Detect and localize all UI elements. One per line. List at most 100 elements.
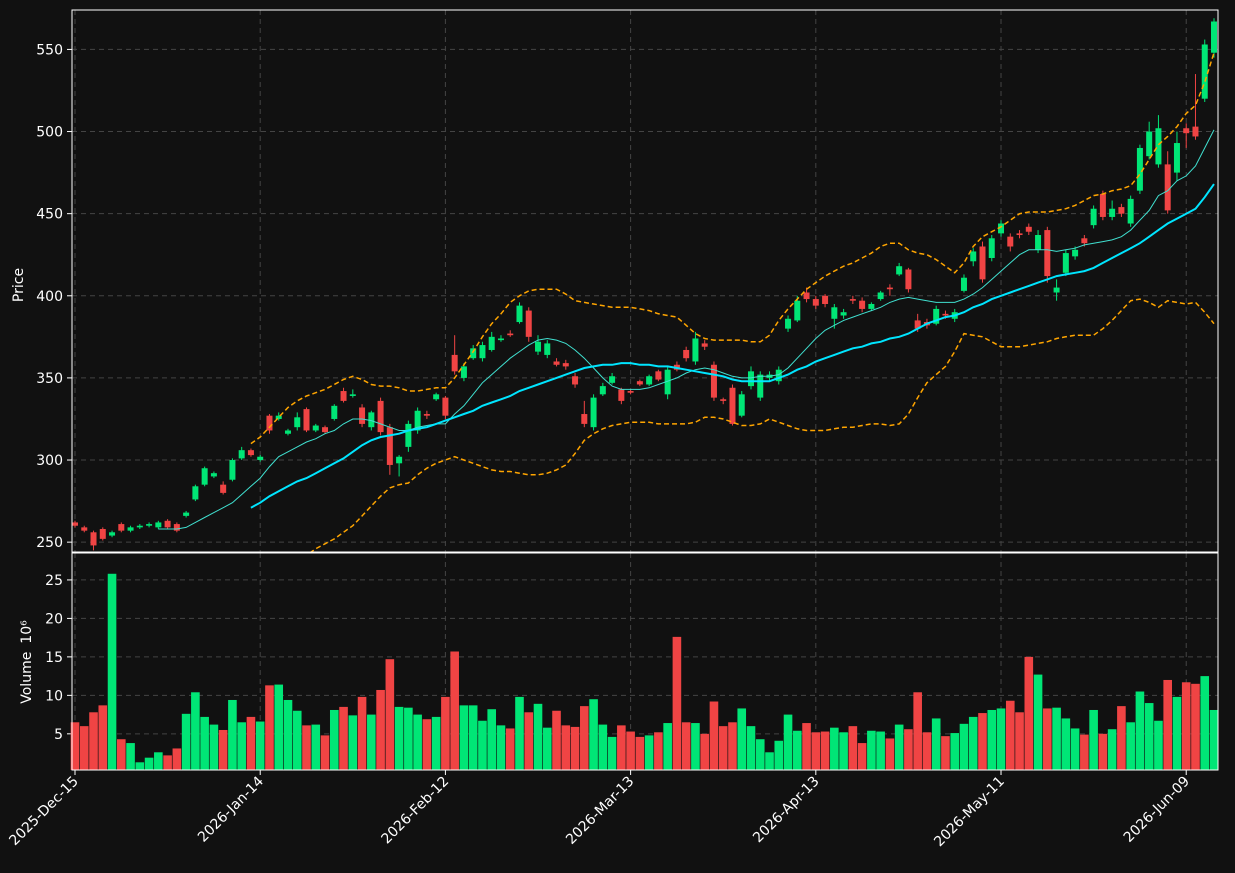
volume-bar: [302, 725, 311, 770]
candle-body: [914, 320, 921, 329]
volume-bar: [746, 726, 756, 770]
volume-bar: [376, 689, 385, 770]
candle-body: [1211, 21, 1217, 53]
indicator-line: [250, 52, 1215, 445]
volume-bar: [329, 709, 339, 770]
candle-body: [220, 484, 227, 493]
candle-body: [247, 450, 254, 456]
candle-body: [1090, 208, 1097, 226]
candle-body: [423, 414, 430, 416]
candle-body: [1099, 193, 1106, 217]
candle-body: [275, 415, 282, 419]
volume-bar: [867, 730, 876, 770]
volume-bar: [450, 651, 459, 770]
volume-bar: [913, 692, 922, 770]
candle-body: [1081, 238, 1088, 244]
candle-body: [1136, 147, 1143, 191]
candle-body: [201, 468, 208, 485]
candle-body: [331, 405, 338, 419]
candle-body: [1155, 128, 1162, 165]
volume-bar: [1107, 729, 1117, 770]
volume-bar: [996, 708, 1006, 770]
volume-bar: [811, 732, 821, 770]
candle-body: [572, 376, 579, 385]
candle-body: [535, 341, 542, 352]
volume-bar: [941, 736, 950, 770]
candle-body: [405, 423, 412, 447]
volume-bar: [635, 736, 645, 770]
volume-bar: [876, 731, 885, 770]
candle-body: [210, 473, 217, 477]
volume-bar: [644, 735, 654, 770]
volume-bar: [1144, 703, 1154, 770]
volume-bar: [1080, 734, 1089, 770]
volume-bar: [1154, 720, 1163, 770]
candle-body: [886, 287, 893, 290]
candle-body: [812, 299, 819, 306]
volume-bar: [154, 752, 163, 770]
volume-bar: [274, 684, 284, 770]
volume-bar: [1070, 728, 1080, 770]
candle-body: [738, 394, 745, 416]
candle-body: [525, 310, 532, 337]
volume-bar: [1033, 674, 1043, 770]
y-tick-label: 25: [45, 573, 63, 589]
candle-body: [266, 415, 273, 431]
volume-bar: [885, 738, 895, 770]
volume-bar: [348, 715, 358, 770]
volume-bar: [89, 712, 98, 770]
candle-body: [803, 292, 810, 300]
candle-body: [1044, 230, 1051, 277]
candle-body: [896, 266, 903, 275]
volume-bar: [737, 708, 747, 770]
volume-bar: [181, 713, 191, 770]
volume-bar: [320, 735, 330, 770]
volume-label: Volume: [19, 652, 35, 704]
volume-bar: [607, 736, 617, 770]
volume-bar: [1200, 676, 1210, 770]
candle-body: [155, 522, 162, 528]
candle-body: [1192, 126, 1199, 137]
volume-bar: [968, 716, 978, 770]
candle-body: [609, 376, 616, 383]
volume-bar: [209, 724, 219, 770]
volume-bar: [728, 722, 737, 770]
indicator-lines: [158, 52, 1215, 552]
candle-body: [1183, 128, 1190, 134]
volume-unit: 10⁶: [19, 620, 35, 644]
volume-bar: [672, 636, 682, 770]
volume-bar: [709, 701, 719, 770]
volume-bar: [228, 699, 237, 770]
candle-body: [960, 277, 967, 291]
volume-bar: [922, 732, 932, 770]
y-tick-label: 250: [36, 535, 63, 551]
volume-bar: [691, 723, 700, 770]
y-tick-label: 450: [36, 207, 63, 223]
candle-body: [257, 456, 264, 461]
volume-bar: [1089, 709, 1098, 770]
volume-bar: [681, 722, 691, 770]
candle-body: [127, 527, 134, 531]
candle-body: [294, 417, 301, 428]
volume-bar: [255, 721, 265, 770]
volume-bar: [441, 696, 450, 770]
volume-bar: [617, 725, 626, 770]
candle-body: [1109, 208, 1116, 217]
volume-bar: [552, 710, 561, 770]
volume-bar: [339, 706, 348, 770]
candle-body: [1053, 287, 1060, 293]
candle-body: [368, 412, 375, 428]
volume-bar: [959, 723, 969, 770]
volume-bar: [1126, 722, 1135, 770]
candle-body: [859, 300, 866, 309]
candle-body: [192, 486, 199, 500]
volume-bar: [292, 710, 302, 770]
candle-body: [785, 318, 792, 329]
volume-bar: [117, 739, 126, 770]
volume-bar: [978, 713, 987, 770]
candle-body: [729, 387, 736, 424]
candle-body: [970, 251, 977, 262]
indicator-line: [250, 183, 1215, 509]
volume-bar: [663, 723, 672, 770]
candle-body: [627, 391, 634, 393]
